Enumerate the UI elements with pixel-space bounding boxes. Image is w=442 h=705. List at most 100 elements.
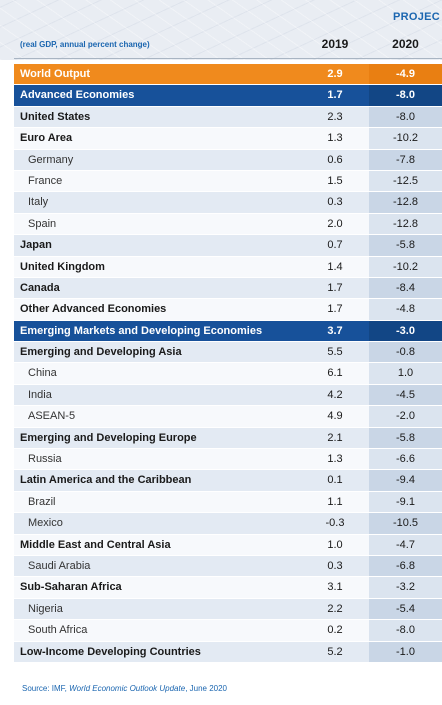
- table-row: France 1.5 -12.5: [14, 170, 442, 193]
- source-note: Source: IMF, World Economic Outlook Upda…: [22, 684, 227, 693]
- value-2019: 1.4: [327, 260, 343, 273]
- value-2020: -8.0: [369, 106, 442, 128]
- value-2019: 1.0: [327, 538, 343, 551]
- value-2020: -10.5: [369, 513, 442, 534]
- table-row: India 4.2 -4.5: [14, 384, 442, 407]
- value-2020: -4.8: [369, 299, 442, 320]
- projections-label: PROJEC: [393, 11, 441, 23]
- row-label: Sub-Saharan Africa: [20, 581, 122, 594]
- value-2020: -2.0: [369, 406, 442, 427]
- value-2020: -5.8: [369, 427, 442, 449]
- row-label: Russia: [28, 453, 62, 466]
- value-2020: -5.4: [369, 598, 442, 620]
- row-label: Emerging Markets and Developing Economie…: [20, 324, 263, 337]
- value-2019: 1.7: [327, 89, 343, 102]
- value-2020: -6.6: [369, 449, 442, 470]
- value-2019: 0.2: [327, 624, 343, 637]
- value-2020: -6.8: [369, 555, 442, 577]
- row-label: Spain: [28, 217, 57, 230]
- value-2020: -0.8: [369, 342, 442, 363]
- value-2020: -3.0: [369, 320, 442, 342]
- row-label: Latin America and the Caribbean: [20, 474, 192, 487]
- value-2019: 0.1: [327, 474, 343, 487]
- value-2020: -4.9: [369, 64, 442, 85]
- value-2020: -10.2: [369, 128, 442, 149]
- row-label: Low-Income Developing Countries: [20, 645, 201, 658]
- value-2020: -8.4: [369, 277, 442, 299]
- table-row: Saudi Arabia 0.3 -6.8: [14, 555, 442, 578]
- row-label: ASEAN-5: [28, 410, 76, 423]
- value-2020: -5.8: [369, 235, 442, 256]
- value-2019: 3.1: [327, 581, 343, 594]
- value-2020: -8.0: [369, 85, 442, 106]
- column-header-2019: 2019: [321, 37, 349, 51]
- value-2019: 5.2: [327, 645, 343, 658]
- row-label: Italy: [28, 196, 49, 209]
- table-row: China 6.1 1.0: [14, 363, 442, 385]
- row-label: Saudi Arabia: [28, 559, 91, 572]
- table-row: Canada 1.7 -8.4: [14, 277, 442, 300]
- value-2019: 2.9: [327, 68, 343, 80]
- table-row: Italy 0.3 -12.8: [14, 192, 442, 214]
- table-header: (real GDP, annual percent change) 2019 2…: [14, 36, 442, 56]
- value-2019: 1.5: [327, 174, 343, 187]
- value-2020: -7.8: [369, 149, 442, 170]
- row-label: Japan: [20, 239, 52, 252]
- row-label: Emerging and Developing Asia: [20, 346, 182, 359]
- source-prefix: Source: IMF,: [22, 684, 70, 693]
- table-row: Latin America and the Caribbean 0.1 -9.4: [14, 470, 442, 492]
- value-2020: 1.0: [369, 363, 442, 384]
- table-row: World Output 2.9 -4.9: [14, 64, 442, 86]
- value-2019: 0.3: [327, 196, 343, 209]
- header-background: [0, 0, 442, 60]
- table-row: Mexico -0.3 -10.5: [14, 513, 442, 535]
- value-2020: -12.8: [369, 192, 442, 213]
- value-2020: -4.7: [369, 534, 442, 555]
- value-2019: 4.9: [327, 410, 343, 423]
- table-row: Emerging Markets and Developing Economie…: [14, 320, 442, 343]
- value-2020: -4.5: [369, 384, 442, 406]
- row-label: France: [28, 174, 63, 187]
- table-row: Emerging and Developing Europe 2.1 -5.8: [14, 427, 442, 450]
- table-row: Russia 1.3 -6.6: [14, 449, 442, 471]
- row-label: China: [28, 367, 57, 380]
- value-2019: 2.3: [327, 110, 343, 123]
- value-2019: 0.7: [327, 239, 343, 252]
- table-row: United States 2.3 -8.0: [14, 106, 442, 129]
- row-label: Mexico: [28, 517, 63, 530]
- table-row: Middle East and Central Asia 1.0 -4.7: [14, 534, 442, 556]
- table-subtitle: (real GDP, annual percent change): [20, 40, 150, 49]
- value-2019: 1.3: [327, 132, 343, 145]
- value-2020: -10.2: [369, 256, 442, 277]
- row-label: South Africa: [28, 624, 88, 637]
- row-label: United Kingdom: [20, 260, 105, 273]
- value-2019: 2.0: [327, 217, 343, 230]
- table-row: Low-Income Developing Countries 5.2 -1.0: [14, 641, 442, 663]
- table-row: Japan 0.7 -5.8: [14, 235, 442, 257]
- value-2019: 1.1: [327, 495, 343, 508]
- row-label: Canada: [20, 281, 60, 294]
- value-2019: 0.3: [327, 559, 343, 572]
- value-2020: -1.0: [369, 641, 442, 662]
- table-row: Nigeria 2.2 -5.4: [14, 598, 442, 621]
- value-2020: -9.4: [369, 470, 442, 491]
- header-divider: [14, 58, 442, 59]
- value-2019: 4.2: [327, 388, 343, 401]
- value-2019: 0.6: [327, 153, 343, 166]
- table-row: United Kingdom 1.4 -10.2: [14, 256, 442, 278]
- table-row: Sub-Saharan Africa 3.1 -3.2: [14, 577, 442, 599]
- table-row: South Africa 0.2 -8.0: [14, 620, 442, 642]
- row-label: Advanced Economies: [20, 89, 135, 102]
- row-label: Other Advanced Economies: [20, 303, 167, 316]
- value-2019: 1.3: [327, 453, 343, 466]
- table-row: Emerging and Developing Asia 5.5 -0.8: [14, 342, 442, 364]
- row-label: Germany: [28, 153, 74, 166]
- value-2020: -9.1: [369, 491, 442, 513]
- table-row: Euro Area 1.3 -10.2: [14, 128, 442, 150]
- table-row: Other Advanced Economies 1.7 -4.8: [14, 299, 442, 321]
- table-row: Spain 2.0 -12.8: [14, 213, 442, 236]
- table-row: ASEAN-5 4.9 -2.0: [14, 406, 442, 428]
- value-2019: 3.7: [327, 324, 343, 337]
- row-label: United States: [20, 110, 91, 123]
- growth-table: World Output 2.9 -4.9 Advanced Economies 1.7…: [14, 64, 442, 663]
